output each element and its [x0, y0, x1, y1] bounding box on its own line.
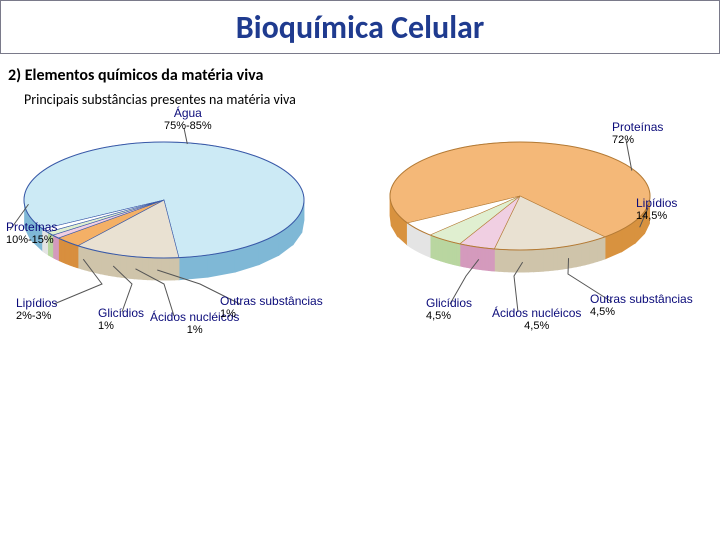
- chart-label: Glicídios1%: [98, 306, 144, 332]
- chart-label: Lipídios14,5%: [636, 196, 677, 222]
- chart-label: Lipídios2%-3%: [16, 296, 57, 322]
- charts-area: Água75%-85%Proteínas10%-15%Lipídios2%-3%…: [0, 126, 720, 506]
- chart-label: Outras substâncias4,5%: [590, 292, 693, 318]
- chart-label: Proteínas72%: [612, 120, 663, 146]
- section-heading: 2) Elementos químicos da matéria viva: [8, 66, 720, 85]
- pie-chart-right: [380, 134, 660, 284]
- chart-label: Proteínas10%-15%: [6, 220, 57, 246]
- title-bar: Bioquímica Celular: [0, 0, 720, 54]
- chart-label: Glicídios4,5%: [426, 296, 472, 322]
- pie-chart-left: [14, 134, 314, 292]
- section-subheading: Principais substâncias presentes na maté…: [24, 91, 720, 108]
- chart-label: Outras substâncias1%: [220, 294, 323, 320]
- page-title: Bioquímica Celular: [236, 8, 484, 47]
- chart-label: Água75%-85%: [164, 106, 212, 132]
- chart-label: Ácidos nucléicos4,5%: [492, 306, 581, 332]
